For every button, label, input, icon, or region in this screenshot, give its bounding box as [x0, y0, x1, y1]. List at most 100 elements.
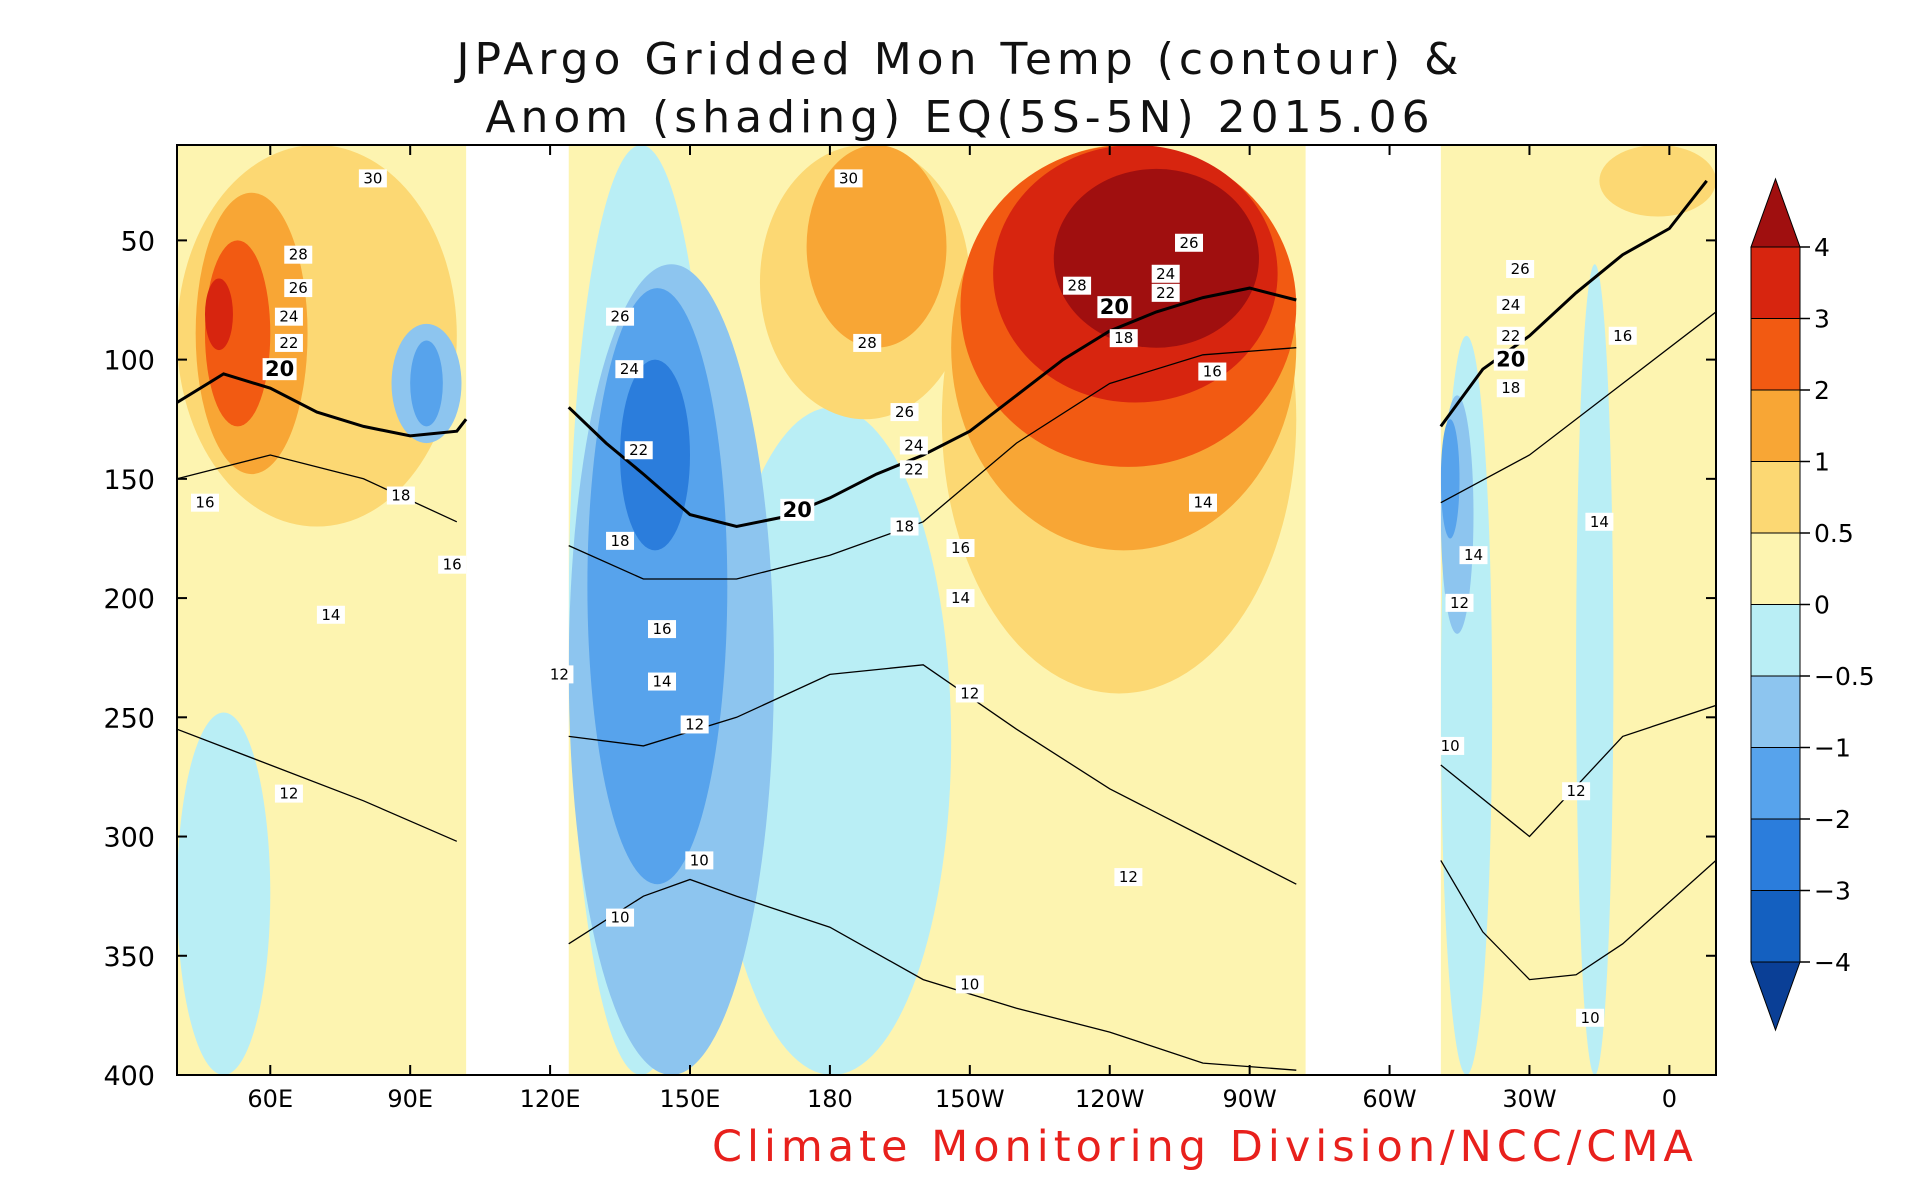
contour-label-bg — [624, 441, 653, 460]
x-tick-label: 120W — [1075, 1085, 1145, 1113]
colorbar-segment — [1750, 389, 1801, 462]
contour-label: 14 — [1590, 513, 1609, 531]
contour-label: 14 — [951, 589, 970, 607]
anomaly-region-22 — [1599, 145, 1716, 217]
y-tick-label: 400 — [103, 1061, 155, 1092]
contour-label: 12 — [279, 785, 298, 803]
contour-label-bg — [946, 539, 975, 557]
contour-label-bg — [648, 620, 677, 639]
x-tick-label: 0 — [1662, 1085, 1677, 1113]
x-tick-label: 150E — [660, 1085, 721, 1113]
x-tick-label: 60W — [1362, 1085, 1416, 1113]
colorbar-segment — [1750, 604, 1801, 677]
x-tick-label: 120E — [520, 1085, 581, 1113]
contour-label-bg — [1496, 326, 1525, 345]
contour-label: 24 — [279, 308, 298, 326]
colorbar-segment — [1750, 246, 1801, 319]
x-tick-label: 60E — [247, 1085, 293, 1113]
contour-label-bg — [1151, 264, 1180, 283]
chart-title-line-2: Anom (shading) EQ(5S-5N) 2015.06 — [485, 92, 1435, 143]
y-tick-label: 300 — [103, 823, 155, 854]
colorbar-segment — [1750, 532, 1801, 605]
contour-label-bg — [1496, 379, 1525, 398]
x-tick-label: 90W — [1222, 1085, 1276, 1113]
contour-label: 10 — [610, 909, 629, 927]
contour-label-bg — [1496, 295, 1525, 314]
contour-label: 30 — [363, 169, 382, 187]
contour-label: 26 — [1511, 260, 1530, 278]
colorbar-label: −3 — [1814, 877, 1851, 906]
contour-label: 24 — [620, 360, 639, 378]
contour-label-bg — [606, 531, 635, 550]
contour-label: 22 — [904, 460, 923, 478]
contour-label-bg — [190, 493, 219, 512]
contour-label: 16 — [652, 620, 671, 638]
anomaly-region-23 — [1576, 264, 1614, 1075]
contour-label: 16 — [951, 539, 970, 557]
contour-label-bg — [1493, 348, 1528, 371]
colorbar-label: −2 — [1814, 805, 1851, 834]
contour-label: 12 — [685, 715, 704, 733]
contour-label: 14 — [652, 673, 671, 691]
contour-label-bg — [946, 589, 975, 608]
anomaly-region-21 — [1440, 419, 1460, 539]
contour-label-bg — [834, 169, 863, 188]
contour-label: 20 — [783, 498, 812, 522]
colorbar-label: 0.5 — [1814, 519, 1854, 548]
contour-label: 16 — [1203, 363, 1222, 381]
contour-label: 14 — [321, 606, 340, 624]
contour-label: 18 — [1114, 329, 1133, 347]
contour-label: 26 — [1179, 234, 1198, 252]
contour-label: 20 — [1496, 348, 1525, 372]
x-tick-label: 30W — [1502, 1085, 1556, 1113]
colorbar: 4 3 2 1 0.5 0 −0.5 −1 −2 −3 −4 — [1750, 177, 1875, 1032]
colorbar-segment — [1750, 890, 1801, 963]
contour-label-bg — [1436, 736, 1465, 755]
contour-label-bg — [438, 555, 467, 574]
contour-label-bg — [284, 245, 313, 264]
colorbar-extend-bottom — [1750, 961, 1801, 1032]
contour-label-bg — [780, 498, 815, 521]
contour-label: 22 — [1501, 327, 1520, 345]
contour-label-bg — [955, 975, 984, 994]
y-tick-label: 200 — [103, 584, 155, 615]
contour-label: 12 — [1450, 594, 1469, 612]
contour-label-bg — [316, 605, 345, 624]
contour-label: 10 — [960, 975, 979, 993]
contour-label: 12 — [1567, 782, 1586, 800]
contour-label-bg — [615, 360, 644, 379]
contour-label-bg — [386, 486, 415, 505]
colorbar-label: −4 — [1814, 948, 1851, 977]
colorbar-label: 3 — [1814, 305, 1830, 334]
anomaly-region-6 — [410, 340, 443, 427]
x-tick-label: 180 — [807, 1085, 853, 1113]
x-axis: 60E 90E 120E 150E 180 150W 120W 90W 60W 30W 0 — [247, 145, 1677, 1113]
credit-text: Climate Monitoring Division/NCC/CMA — [712, 1122, 1698, 1172]
contour-label-bg — [890, 403, 919, 422]
contour-label-bg — [606, 908, 635, 927]
y-tick-label: 100 — [103, 346, 155, 377]
chart-title-line-1: JPArgo Gridded Mon Temp (contour) & — [456, 34, 1464, 85]
contour-label: 22 — [1156, 284, 1175, 302]
contour-label: 20 — [265, 357, 294, 381]
contour-label: 20 — [1100, 295, 1129, 319]
contour-label-bg — [1562, 782, 1591, 801]
contour-label-bg — [284, 279, 313, 298]
contour-label-bg — [955, 684, 984, 703]
contour-label-bg — [1063, 276, 1092, 295]
y-tick-label: 350 — [103, 942, 155, 973]
contour-label-bg — [1097, 296, 1132, 319]
contour-label: 18 — [391, 487, 410, 505]
contour-label-bg — [1585, 512, 1614, 531]
contour-label: 12 — [550, 665, 569, 683]
contour-label: 24 — [1156, 265, 1175, 283]
colorbar-label: −1 — [1814, 734, 1851, 763]
colorbar-label: 2 — [1814, 376, 1830, 405]
contour-label: 26 — [895, 403, 914, 421]
contour-label: 16 — [443, 556, 462, 574]
contour-label: 22 — [279, 334, 298, 352]
anomaly-region-4 — [177, 712, 271, 1075]
colorbar-segment — [1750, 747, 1801, 820]
anomaly-region-18 — [1053, 168, 1259, 348]
